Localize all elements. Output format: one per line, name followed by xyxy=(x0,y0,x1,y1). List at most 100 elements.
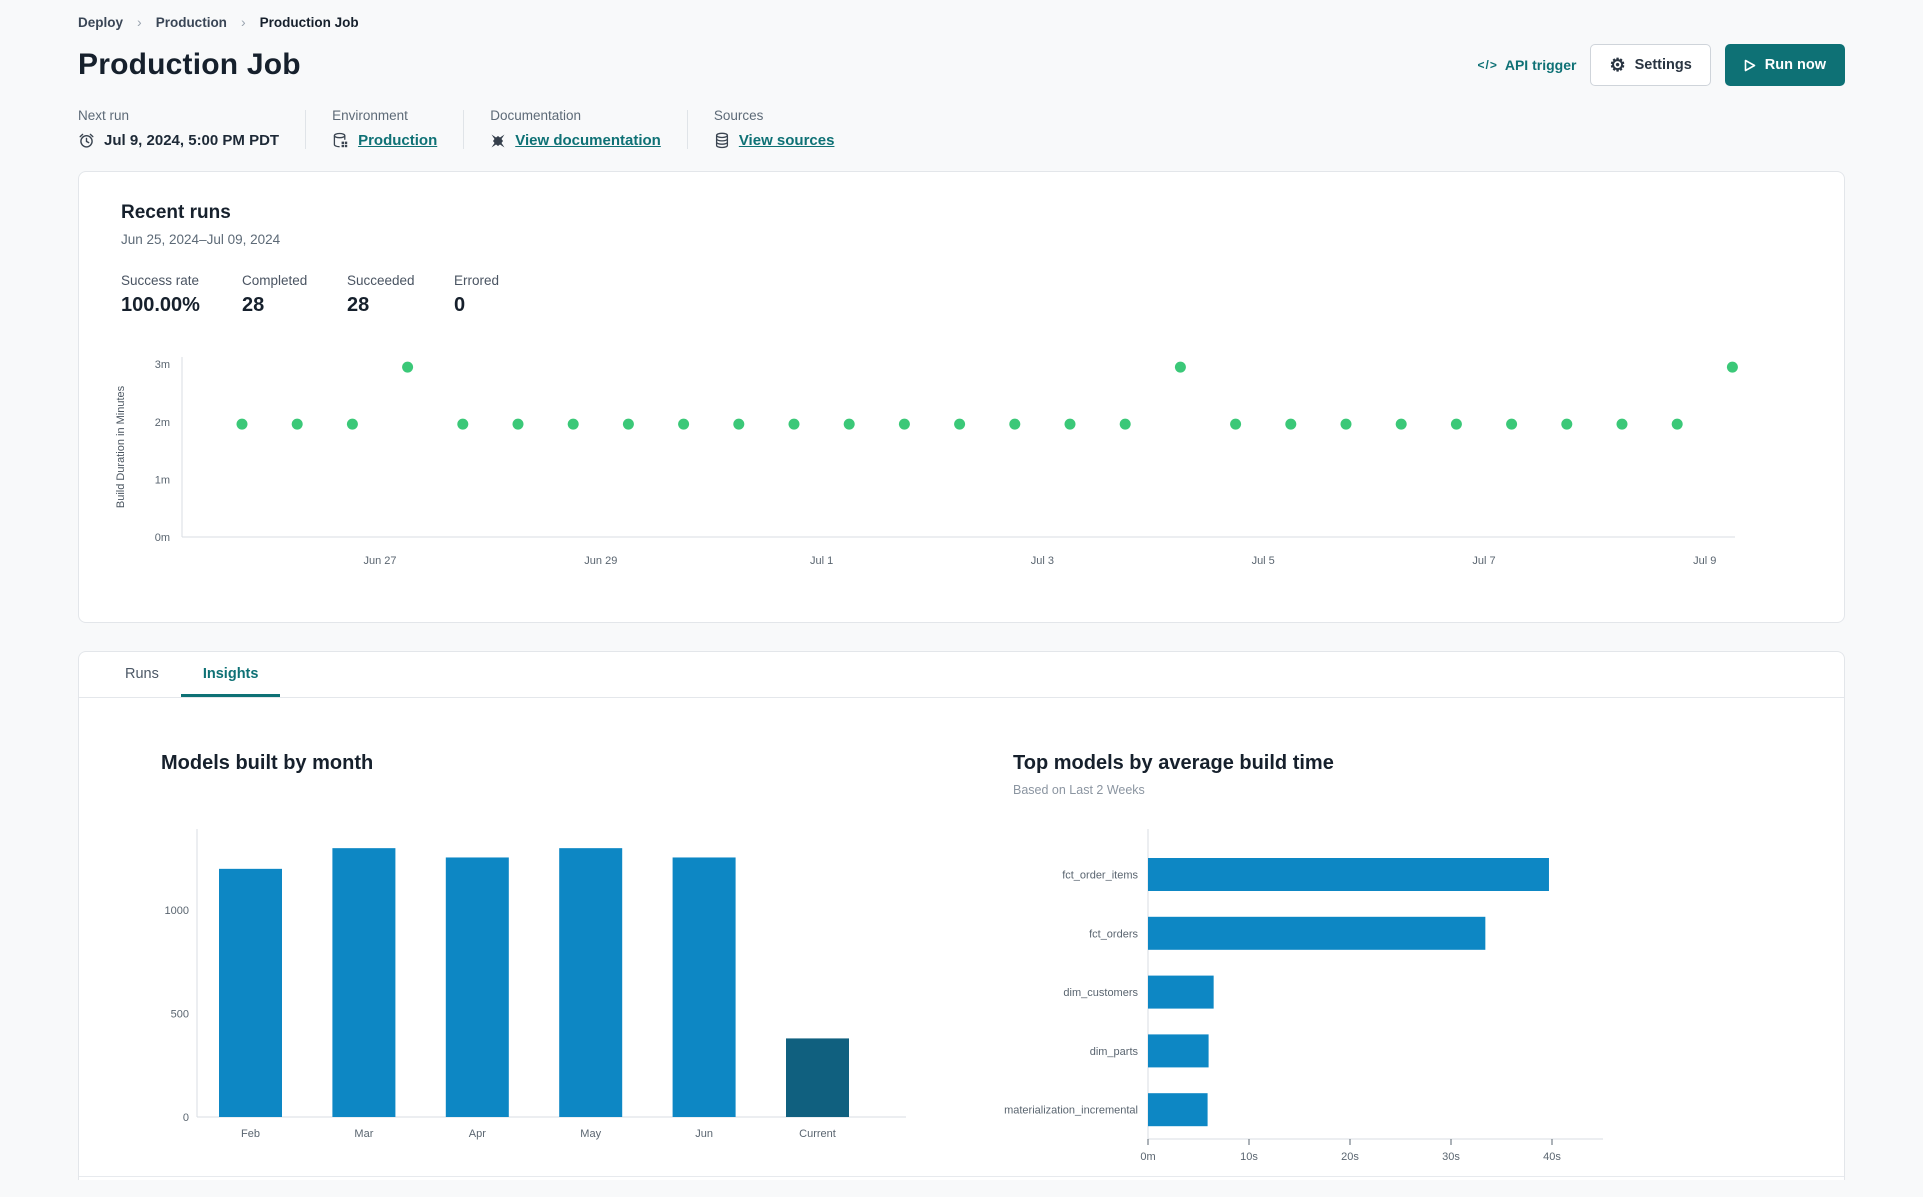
scatter-point[interactable] xyxy=(1450,418,1462,430)
recent-runs-title: Recent runs xyxy=(121,202,231,223)
svg-text:fct_order_items: fct_order_items xyxy=(1062,870,1138,882)
title-row: Production Job </> API trigger ⚙ Setting… xyxy=(78,44,1845,86)
scatter-point[interactable] xyxy=(1395,418,1407,430)
scatter-point[interactable] xyxy=(1561,418,1573,430)
bar-Current[interactable] xyxy=(786,1038,849,1117)
bar-Apr[interactable] xyxy=(445,857,509,1117)
svg-text:3m: 3m xyxy=(155,359,170,371)
scatter-point[interactable] xyxy=(1174,361,1186,373)
run-now-button[interactable]: Run now xyxy=(1724,44,1845,86)
svg-text:2m: 2m xyxy=(155,417,170,429)
svg-text:Jul 5: Jul 5 xyxy=(1252,555,1275,567)
scatter-point[interactable] xyxy=(1119,418,1131,430)
svg-text:10s: 10s xyxy=(1240,1151,1258,1162)
scatter-point[interactable] xyxy=(622,418,634,430)
build-duration-chart: 0m 1m 2m 3m Jun 27 Jun 29 Jul 1 Jul 3 Jul 5 Jul 7… xyxy=(115,357,1738,567)
bar-Feb[interactable] xyxy=(219,868,282,1117)
svg-text:1m: 1m xyxy=(155,474,170,486)
dbt-docs-icon xyxy=(491,134,505,147)
scatter-point[interactable] xyxy=(1285,418,1297,430)
tab-insights[interactable]: Insights xyxy=(180,654,281,697)
divider xyxy=(686,110,688,149)
hbar-fct_orders[interactable] xyxy=(1148,916,1486,950)
svg-text:Jun 29: Jun 29 xyxy=(584,555,617,567)
scatter-point[interactable] xyxy=(1671,418,1683,430)
breadcrumb-production[interactable]: Production xyxy=(155,14,227,30)
bar-Jun[interactable] xyxy=(672,857,736,1117)
scatter-point[interactable] xyxy=(291,418,303,430)
code-icon: </> xyxy=(1477,58,1498,72)
bar-May[interactable] xyxy=(559,848,623,1117)
scatter-point[interactable] xyxy=(678,418,690,430)
stat-label: Success rate xyxy=(121,273,200,288)
top-models-title: Top models by average build time xyxy=(1013,752,1334,774)
scatter-point[interactable] xyxy=(457,418,469,430)
view-sources-link[interactable]: View sources xyxy=(738,132,835,149)
stat-label: Completed xyxy=(242,273,308,288)
svg-text:fct_orders: fct_orders xyxy=(1089,928,1138,940)
svg-text:20s: 20s xyxy=(1341,1151,1359,1162)
bar-Mar[interactable] xyxy=(332,848,396,1117)
scatter-point[interactable] xyxy=(1064,418,1076,430)
breadcrumb-deploy[interactable]: Deploy xyxy=(78,14,124,30)
svg-text:materialization_incremental: materialization_incremental xyxy=(1004,1105,1138,1117)
models-by-month-chart: 0 500 1000 Feb Mar Apr May Jun Current xyxy=(165,829,906,1140)
scatter-point[interactable] xyxy=(954,418,966,430)
scatter-point[interactable] xyxy=(236,418,248,430)
settings-button[interactable]: ⚙ Settings xyxy=(1590,44,1711,86)
svg-text:Build Duration in Minutes: Build Duration in Minutes xyxy=(115,385,127,508)
models-by-month-title: Models built by month xyxy=(161,752,374,774)
tab-runs[interactable]: Runs xyxy=(125,666,159,682)
scatter-point[interactable] xyxy=(1009,418,1021,430)
scatter-point[interactable] xyxy=(1230,418,1242,430)
play-icon xyxy=(1744,59,1756,71)
meta-sources: Sources View sources xyxy=(714,108,835,149)
hbar-materialization_incremental[interactable] xyxy=(1148,1093,1208,1127)
insights-panel: Models built by month 0 500 1000 Feb Mar Apr M… xyxy=(79,698,1844,1164)
hbar-dim_parts[interactable] xyxy=(1148,1034,1209,1068)
svg-text:1000: 1000 xyxy=(165,905,189,917)
recent-runs-date-range: Jun 25, 2024–Jul 09, 2024 xyxy=(121,232,281,247)
tab-bar: Runs Insights xyxy=(79,652,1844,698)
hbar-fct_order_items[interactable] xyxy=(1148,858,1549,891)
svg-text:Apr: Apr xyxy=(469,1128,486,1140)
stat-value: 0 xyxy=(454,294,466,316)
chevron-right-icon: › xyxy=(240,14,246,30)
scatter-point[interactable] xyxy=(1616,418,1628,430)
stat-errored: Errored 0 xyxy=(454,273,544,317)
scatter-point[interactable] xyxy=(733,418,745,430)
breadcrumb-current: Production Job xyxy=(259,14,359,30)
environment-link[interactable]: Production xyxy=(358,132,438,149)
scatter-point[interactable] xyxy=(843,418,855,430)
run-now-label: Run now xyxy=(1764,57,1826,73)
stat-completed: Completed 28 xyxy=(242,273,347,317)
environment-icon xyxy=(333,132,348,148)
stat-value: 100.00% xyxy=(121,294,200,316)
header-actions: </> API trigger ⚙ Settings Run now xyxy=(1478,44,1845,86)
hbar-dim_customers[interactable] xyxy=(1148,975,1214,1009)
scatter-point[interactable] xyxy=(1726,361,1738,373)
breadcrumb: Deploy › Production › Production Job xyxy=(78,0,1845,30)
api-trigger-link[interactable]: </> API trigger xyxy=(1478,57,1577,73)
run-stats: Success rate 100.00% Completed 28 Succee… xyxy=(121,273,1844,317)
build-duration-chart-wrap: 0m 1m 2m 3m Jun 27 Jun 29 Jul 1 Jul 3 Jul 5 Jul 7… xyxy=(79,347,1844,582)
divider xyxy=(305,110,307,149)
scatter-point[interactable] xyxy=(512,418,524,430)
svg-text:Current: Current xyxy=(799,1128,836,1140)
scatter-point[interactable] xyxy=(567,418,579,430)
svg-text:May: May xyxy=(580,1128,601,1140)
scatter-point[interactable] xyxy=(1340,418,1352,430)
scatter-point[interactable] xyxy=(1506,418,1518,430)
chevron-right-icon: › xyxy=(137,14,142,30)
view-documentation-link[interactable]: View documentation xyxy=(515,132,661,149)
stat-value: 28 xyxy=(242,294,265,316)
scatter-point[interactable] xyxy=(402,361,414,373)
scatter-point[interactable] xyxy=(788,418,800,430)
divider xyxy=(463,110,465,149)
svg-text:30s: 30s xyxy=(1442,1151,1460,1162)
svg-text:Jul 3: Jul 3 xyxy=(1031,555,1054,567)
scatter-point[interactable] xyxy=(898,418,910,430)
scatter-point[interactable] xyxy=(346,418,358,430)
svg-text:dim_customers: dim_customers xyxy=(1063,987,1138,999)
